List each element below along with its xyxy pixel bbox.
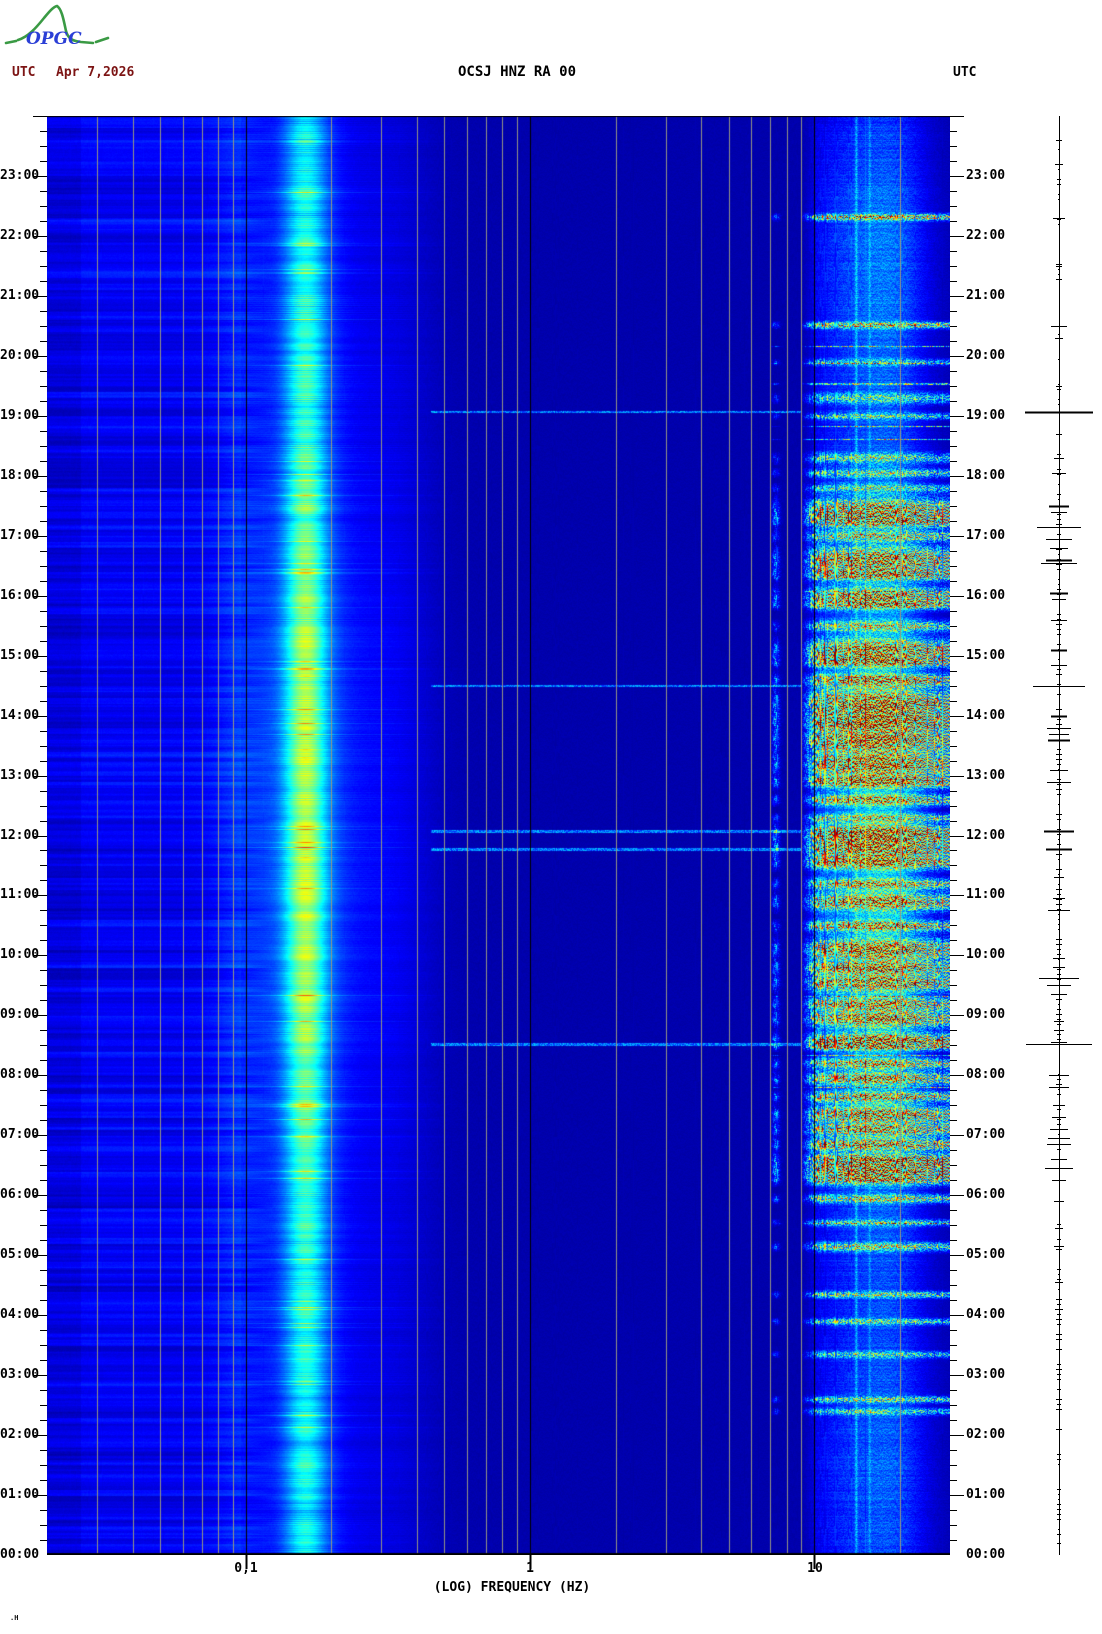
time-label-left-18:00: 18:00 <box>0 467 40 483</box>
time-label-left-15:00: 15:00 <box>0 647 40 663</box>
time-label-left-14:00: 14:00 <box>0 707 40 723</box>
time-label-left-04:00: 04:00 <box>0 1307 40 1323</box>
time-label-right-18:00: 18:00 <box>966 467 1006 483</box>
time-label-right-13:00: 13:00 <box>966 767 1006 783</box>
utc-left-label: UTC <box>12 65 36 80</box>
time-label-right-23:00: 23:00 <box>966 167 1006 183</box>
time-label-left-13:00: 13:00 <box>0 767 40 783</box>
time-label-left-22:00: 22:00 <box>0 227 40 243</box>
plot-title: OCSJ HNZ RA 00 <box>457 64 577 80</box>
x-axis-title: (LOG) FREQUENCY (HZ) <box>433 1580 591 1595</box>
time-label-left-06:00: 06:00 <box>0 1187 40 1203</box>
x-tick-0.1: 0,1 <box>234 1561 258 1576</box>
time-label-right-10:00: 10:00 <box>966 947 1006 963</box>
time-label-left-23:00: 23:00 <box>0 167 40 183</box>
opgc-logo: OPGC <box>4 4 110 49</box>
time-label-right-05:00: 05:00 <box>966 1247 1006 1263</box>
time-label-left-03:00: 03:00 <box>0 1367 40 1383</box>
time-label-right-11:00: 11:00 <box>966 887 1006 903</box>
x-tick-10: 10 <box>807 1561 823 1576</box>
time-label-left-01:00: 01:00 <box>0 1487 40 1503</box>
time-label-left-00:00: 00:00 <box>0 1547 40 1562</box>
time-label-right-19:00: 19:00 <box>966 407 1006 423</box>
time-label-left-09:00: 09:00 <box>0 1007 40 1023</box>
time-label-right-04:00: 04:00 <box>966 1307 1006 1323</box>
time-label-right-08:00: 08:00 <box>966 1067 1006 1083</box>
time-label-right-06:00: 06:00 <box>966 1187 1006 1203</box>
time-label-right-02:00: 02:00 <box>966 1427 1006 1443</box>
time-label-right-21:00: 21:00 <box>966 287 1006 303</box>
corner-artifact: .H <box>10 1614 19 1622</box>
time-label-left-10:00: 10:00 <box>0 947 40 963</box>
time-label-left-08:00: 08:00 <box>0 1067 40 1083</box>
time-label-right-20:00: 20:00 <box>966 347 1006 363</box>
time-label-right-01:00: 01:00 <box>966 1487 1006 1503</box>
time-label-left-05:00: 05:00 <box>0 1247 40 1263</box>
utc-right-label: UTC <box>953 65 977 80</box>
time-label-left-19:00: 19:00 <box>0 407 40 423</box>
time-label-left-17:00: 17:00 <box>0 527 40 543</box>
time-label-left-20:00: 20:00 <box>0 347 40 363</box>
time-label-right-17:00: 17:00 <box>966 527 1006 543</box>
time-label-right-12:00: 12:00 <box>966 827 1006 843</box>
time-label-right-14:00: 14:00 <box>966 707 1006 723</box>
time-label-right-09:00: 09:00 <box>966 1007 1006 1023</box>
time-label-left-12:00: 12:00 <box>0 827 40 843</box>
date-label: Apr 7,2026 <box>56 65 135 80</box>
logo-text: OPGC <box>26 29 82 49</box>
spectrogram-heatmap <box>47 116 950 1555</box>
time-label-right-15:00: 15:00 <box>966 647 1006 663</box>
time-label-left-07:00: 07:00 <box>0 1127 40 1143</box>
logo-mountain-icon <box>4 4 110 45</box>
time-label-left-16:00: 16:00 <box>0 587 40 603</box>
time-label-right-07:00: 07:00 <box>966 1127 1006 1143</box>
time-label-left-21:00: 21:00 <box>0 287 40 303</box>
time-label-right-03:00: 03:00 <box>966 1367 1006 1383</box>
time-label-left-02:00: 02:00 <box>0 1427 40 1443</box>
time-label-right-22:00: 22:00 <box>966 227 1006 243</box>
time-label-right-16:00: 16:00 <box>966 587 1006 603</box>
time-label-right-00:00: 00:00 <box>966 1547 1006 1562</box>
time-label-left-11:00: 11:00 <box>0 887 40 903</box>
x-tick-1: 1 <box>526 1561 534 1576</box>
